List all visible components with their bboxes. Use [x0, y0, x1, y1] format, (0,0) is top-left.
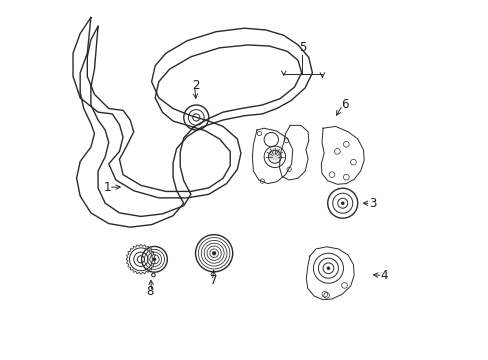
Circle shape [326, 266, 329, 270]
Circle shape [268, 148, 281, 160]
Text: 7: 7 [210, 274, 218, 287]
Text: 6: 6 [340, 99, 347, 112]
Circle shape [340, 202, 344, 205]
Circle shape [152, 257, 156, 261]
Text: 2: 2 [192, 79, 200, 92]
Circle shape [212, 251, 216, 255]
Text: 3: 3 [368, 197, 375, 210]
Text: 8: 8 [146, 285, 153, 298]
Text: 5: 5 [298, 41, 305, 54]
Text: 4: 4 [380, 269, 387, 282]
Text: 1: 1 [103, 181, 110, 194]
